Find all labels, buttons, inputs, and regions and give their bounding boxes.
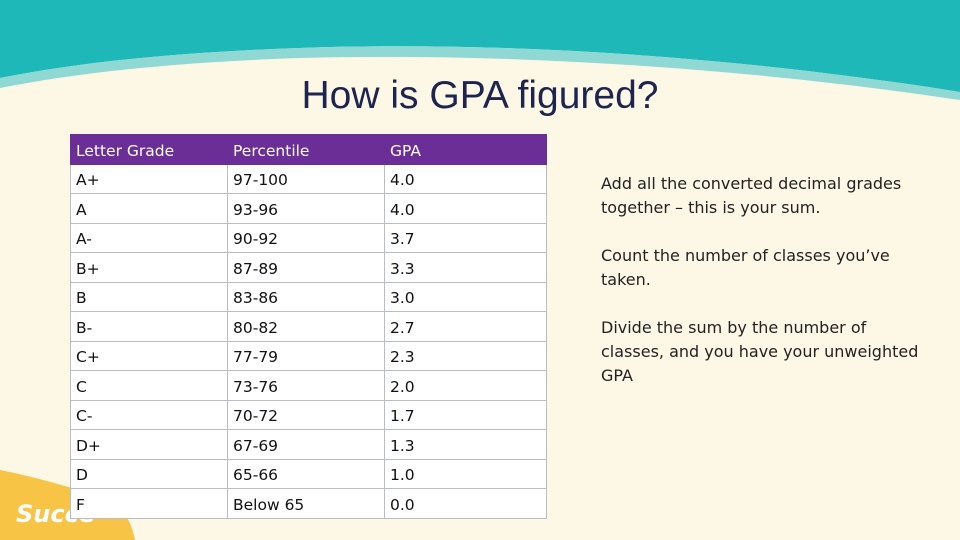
table-row: A 93-96 4.0 <box>70 193 547 224</box>
header-cell: Letter Grade <box>70 134 228 165</box>
table-cell: 1.7 <box>384 399 547 430</box>
title: How is GPA figured? <box>301 74 659 117</box>
table-cell: 73-76 <box>227 370 385 401</box>
table-cell: C- <box>70 399 228 430</box>
table-cell: A+ <box>70 163 228 194</box>
table-cell: B+ <box>70 252 228 283</box>
table-header: Letter Grade Percentile GPA <box>70 134 547 165</box>
table-row: A+ 97-100 4.0 <box>70 163 547 194</box>
step-text: Add all the converted decimal grades tog… <box>601 174 902 217</box>
table-cell: 4.0 <box>384 163 547 194</box>
table-cell: 0.0 <box>384 488 547 519</box>
table-cell: 1.0 <box>384 458 547 489</box>
table-row: F Below 65 0.0 <box>70 488 547 519</box>
table-cell: 70-72 <box>227 399 385 430</box>
table-cell: 2.7 <box>384 311 547 342</box>
table-cell: A- <box>70 222 228 253</box>
table-row: B 83-86 3.0 <box>70 281 547 312</box>
table-cell: Below 65 <box>227 488 385 519</box>
table-cell: 3.0 <box>384 281 547 312</box>
table-cell: 3.7 <box>384 222 547 253</box>
table-cell: C <box>70 370 228 401</box>
table-row: A- 90-92 3.7 <box>70 222 547 253</box>
table-row: B+ 87-89 3.3 <box>70 252 547 283</box>
header-cell: GPA <box>384 134 547 165</box>
table-cell: 83-86 <box>227 281 385 312</box>
table-cell: C+ <box>70 340 228 371</box>
table-cell: 77-79 <box>227 340 385 371</box>
steps: Add all the converted decimal grades tog… <box>601 172 931 412</box>
table-cell: 1.3 <box>384 429 547 460</box>
corner-blob <box>0 470 135 540</box>
top-band <box>0 0 960 92</box>
table-row: C 73-76 2.0 <box>70 370 547 401</box>
table-row: D 65-66 1.0 <box>70 458 547 489</box>
table-cell: 90-92 <box>227 222 385 253</box>
table-cell: D+ <box>70 429 228 460</box>
table-cell: A <box>70 193 228 224</box>
table-cell: 67-69 <box>227 429 385 460</box>
table-cell: 3.3 <box>384 252 547 283</box>
header-row: Letter Grade Percentile GPA <box>70 134 547 165</box>
step-text: Count the number of classes you’ve taken… <box>601 246 890 289</box>
grade-table: Letter Grade Percentile GPA A+ 97-100 4.0 A 93… <box>70 134 547 519</box>
top-band-edge <box>0 46 960 100</box>
table-row: C- 70-72 1.7 <box>70 399 547 430</box>
table-cell: D <box>70 458 228 489</box>
table-cell: 93-96 <box>227 193 385 224</box>
table-cell: 65-66 <box>227 458 385 489</box>
table-cell: 80-82 <box>227 311 385 342</box>
table-row: B- 80-82 2.7 <box>70 311 547 342</box>
header-cell: Percentile <box>227 134 385 165</box>
table-row: D+ 67-69 1.3 <box>70 429 547 460</box>
table-cell: 2.3 <box>384 340 547 371</box>
table-cell: 4.0 <box>384 193 547 224</box>
table-row: C+ 77-79 2.3 <box>70 340 547 371</box>
table-body: A+ 97-100 4.0 A 93-96 4.0 A- 90-92 3.7 B+ 87-89 3.3… <box>70 163 547 519</box>
table-cell: B <box>70 281 228 312</box>
table-cell: 97-100 <box>227 163 385 194</box>
table-cell: B- <box>70 311 228 342</box>
step-text: Divide the sum by the number of classes,… <box>601 318 919 385</box>
table-cell: 2.0 <box>384 370 547 401</box>
table-cell: 87-89 <box>227 252 385 283</box>
table-cell: F <box>70 488 228 519</box>
